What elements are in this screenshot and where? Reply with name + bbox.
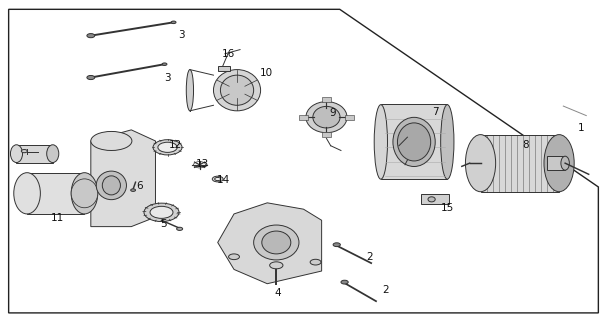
Text: 13: 13 — [195, 159, 209, 169]
Text: 16: 16 — [222, 49, 234, 59]
Ellipse shape — [393, 117, 435, 166]
Ellipse shape — [333, 243, 341, 247]
Bar — [27, 173, 84, 214]
Text: 3: 3 — [164, 73, 171, 83]
Bar — [481, 135, 559, 192]
Ellipse shape — [214, 69, 260, 111]
Ellipse shape — [158, 142, 177, 152]
Ellipse shape — [374, 105, 387, 179]
Bar — [322, 97, 331, 102]
Ellipse shape — [270, 262, 283, 269]
Ellipse shape — [153, 140, 182, 155]
Bar — [218, 67, 230, 71]
Bar — [381, 105, 447, 179]
Text: 15: 15 — [441, 203, 454, 213]
Text: 2: 2 — [382, 285, 388, 295]
Bar — [547, 156, 565, 170]
Text: 14: 14 — [217, 175, 231, 185]
Text: 4: 4 — [275, 288, 282, 298]
Ellipse shape — [428, 197, 435, 202]
Ellipse shape — [215, 178, 221, 180]
Text: 12: 12 — [169, 140, 182, 150]
Text: 11: 11 — [50, 213, 64, 223]
Text: 7: 7 — [432, 108, 438, 117]
Bar — [345, 115, 354, 120]
Ellipse shape — [131, 189, 135, 191]
Ellipse shape — [220, 75, 254, 105]
Polygon shape — [91, 130, 155, 227]
Ellipse shape — [162, 63, 167, 66]
Ellipse shape — [14, 173, 40, 214]
Ellipse shape — [91, 132, 132, 150]
Ellipse shape — [306, 102, 347, 133]
Bar — [322, 132, 331, 138]
Ellipse shape — [97, 171, 126, 200]
Text: 8: 8 — [523, 140, 529, 150]
Ellipse shape — [313, 106, 340, 128]
Ellipse shape — [341, 280, 348, 284]
Text: 5: 5 — [160, 219, 167, 229]
Ellipse shape — [177, 227, 183, 230]
Ellipse shape — [87, 34, 95, 38]
Text: 1: 1 — [578, 123, 585, 133]
Text: 2: 2 — [367, 252, 373, 262]
Text: 3: 3 — [178, 30, 185, 40]
Text: 6: 6 — [136, 181, 143, 191]
Ellipse shape — [87, 76, 95, 80]
Ellipse shape — [171, 21, 176, 24]
Ellipse shape — [71, 173, 98, 214]
Ellipse shape — [150, 206, 173, 218]
Bar — [299, 115, 308, 120]
Bar — [421, 194, 449, 204]
Ellipse shape — [103, 176, 120, 195]
Text: 10: 10 — [259, 68, 273, 78]
Bar — [16, 145, 53, 163]
Ellipse shape — [10, 145, 22, 163]
Ellipse shape — [466, 135, 496, 192]
Ellipse shape — [21, 149, 27, 153]
Ellipse shape — [229, 254, 239, 260]
Ellipse shape — [254, 225, 299, 260]
Ellipse shape — [47, 145, 59, 163]
Ellipse shape — [398, 123, 431, 161]
Ellipse shape — [544, 135, 574, 192]
Text: 9: 9 — [329, 108, 336, 118]
Polygon shape — [218, 203, 322, 284]
Ellipse shape — [441, 105, 454, 179]
Ellipse shape — [71, 179, 98, 208]
Ellipse shape — [186, 69, 194, 111]
Ellipse shape — [144, 203, 179, 221]
Ellipse shape — [262, 231, 291, 254]
Ellipse shape — [561, 156, 569, 170]
Ellipse shape — [212, 176, 223, 182]
Ellipse shape — [310, 259, 321, 265]
